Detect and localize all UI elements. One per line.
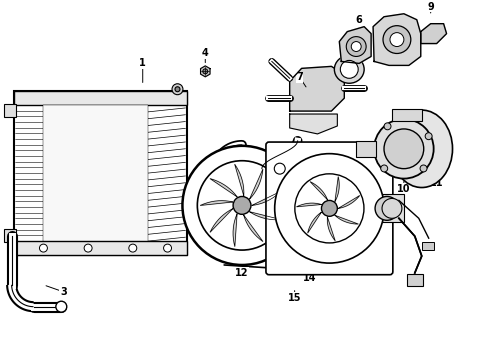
Circle shape bbox=[384, 123, 391, 130]
Polygon shape bbox=[373, 14, 421, 66]
Polygon shape bbox=[296, 203, 321, 207]
Circle shape bbox=[420, 165, 427, 172]
Circle shape bbox=[40, 244, 48, 252]
Polygon shape bbox=[335, 177, 339, 201]
Bar bbox=[422, 242, 434, 250]
Polygon shape bbox=[327, 217, 335, 241]
Bar bbox=[407, 274, 423, 286]
Text: 12: 12 bbox=[235, 268, 249, 278]
Circle shape bbox=[84, 244, 92, 252]
Text: 11: 11 bbox=[430, 177, 443, 188]
Text: 3: 3 bbox=[60, 287, 67, 297]
Text: 4: 4 bbox=[202, 49, 209, 58]
Polygon shape bbox=[290, 66, 344, 111]
Polygon shape bbox=[244, 215, 263, 242]
Circle shape bbox=[351, 41, 361, 51]
Circle shape bbox=[346, 37, 366, 57]
Circle shape bbox=[425, 133, 432, 140]
Bar bbox=[14, 91, 187, 105]
Text: 9: 9 bbox=[427, 2, 434, 12]
Circle shape bbox=[295, 174, 364, 243]
Bar bbox=[44, 105, 147, 241]
Bar bbox=[4, 104, 16, 117]
Circle shape bbox=[381, 165, 388, 172]
Polygon shape bbox=[235, 164, 244, 195]
Circle shape bbox=[233, 197, 251, 214]
Circle shape bbox=[384, 129, 424, 168]
Circle shape bbox=[236, 189, 248, 202]
Circle shape bbox=[164, 244, 171, 252]
Polygon shape bbox=[249, 212, 281, 220]
Polygon shape bbox=[421, 24, 446, 44]
Bar bbox=[356, 141, 376, 157]
Text: 13: 13 bbox=[377, 247, 391, 257]
Polygon shape bbox=[308, 212, 321, 233]
Polygon shape bbox=[290, 114, 337, 134]
Circle shape bbox=[182, 146, 302, 265]
Text: 15: 15 bbox=[288, 293, 301, 303]
Polygon shape bbox=[252, 191, 281, 206]
Bar bbox=[14, 91, 187, 255]
Text: 1: 1 bbox=[139, 58, 146, 68]
Circle shape bbox=[383, 26, 411, 54]
Polygon shape bbox=[338, 195, 360, 208]
Circle shape bbox=[129, 244, 137, 252]
Bar bbox=[392, 109, 422, 121]
Polygon shape bbox=[310, 182, 327, 200]
Polygon shape bbox=[200, 201, 233, 206]
Bar bbox=[4, 229, 16, 242]
Circle shape bbox=[56, 301, 67, 312]
Circle shape bbox=[197, 161, 287, 250]
Circle shape bbox=[375, 197, 399, 220]
Text: 2: 2 bbox=[265, 151, 271, 161]
Ellipse shape bbox=[391, 110, 453, 188]
Circle shape bbox=[274, 163, 285, 174]
Circle shape bbox=[382, 198, 402, 218]
Polygon shape bbox=[210, 179, 237, 197]
FancyBboxPatch shape bbox=[266, 142, 393, 275]
Bar bbox=[14, 241, 187, 255]
Circle shape bbox=[321, 201, 337, 216]
Circle shape bbox=[172, 84, 183, 95]
Circle shape bbox=[275, 154, 384, 263]
Polygon shape bbox=[200, 66, 210, 77]
Text: 10: 10 bbox=[397, 184, 411, 194]
Circle shape bbox=[374, 119, 434, 179]
Polygon shape bbox=[340, 27, 371, 63]
Text: 5: 5 bbox=[341, 46, 348, 57]
Text: 6: 6 bbox=[356, 15, 363, 25]
Circle shape bbox=[175, 87, 180, 92]
Circle shape bbox=[341, 60, 358, 78]
Bar bbox=[382, 194, 404, 222]
Text: 7: 7 bbox=[296, 72, 303, 82]
Ellipse shape bbox=[334, 55, 364, 83]
Text: 8: 8 bbox=[278, 148, 285, 158]
Circle shape bbox=[203, 69, 208, 74]
Circle shape bbox=[390, 33, 404, 46]
Text: 14: 14 bbox=[303, 273, 316, 283]
Polygon shape bbox=[335, 215, 358, 224]
Polygon shape bbox=[249, 169, 263, 199]
Polygon shape bbox=[233, 214, 237, 247]
Polygon shape bbox=[210, 209, 233, 232]
